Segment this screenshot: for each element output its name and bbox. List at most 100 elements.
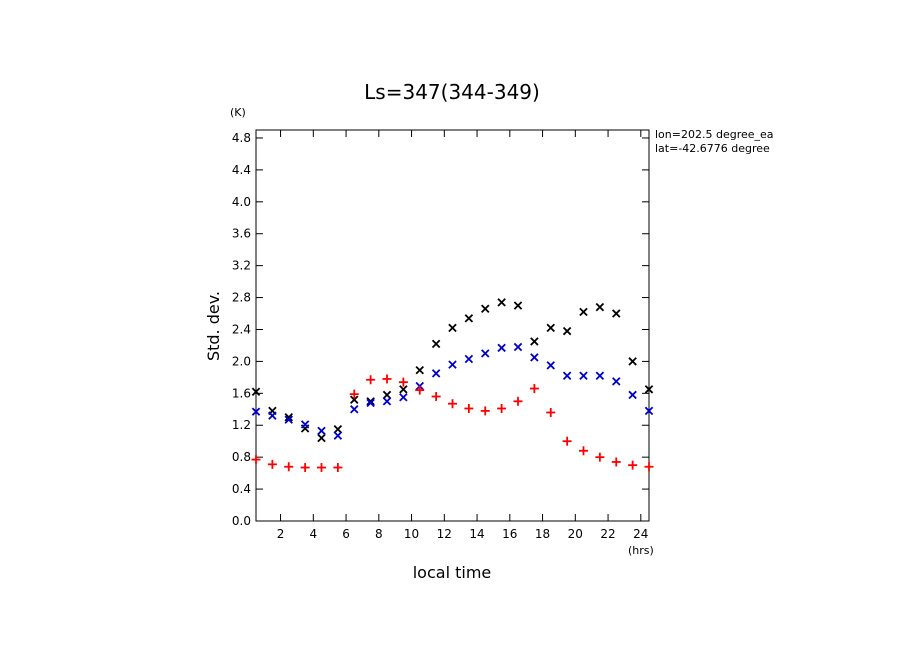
data-point-series-1: [595, 371, 605, 381]
data-point-series-1: [497, 343, 506, 353]
data-point-series-0: [628, 357, 637, 366]
data-point-series-0: [350, 395, 359, 404]
data-point-series-2: [382, 374, 392, 384]
data-point-series-2: [251, 455, 261, 465]
data-point-series-0: [546, 323, 555, 333]
data-point-series-0: [251, 387, 261, 396]
x-tick-label: 20: [568, 527, 583, 541]
data-point-series-2: [317, 463, 326, 473]
data-point-series-2: [333, 463, 343, 473]
data-point-series-2: [415, 385, 425, 395]
annotation-lat: lat=-42.6776 degree: [655, 142, 770, 155]
y-unit-label: (K): [230, 106, 246, 119]
x-tick-label: 4: [309, 527, 317, 541]
data-point-series-0: [431, 339, 441, 349]
data-point-series-2: [562, 436, 572, 446]
data-point-series-1: [644, 406, 654, 416]
data-point-series-2: [366, 375, 376, 385]
y-tick-label: 1.2: [232, 418, 251, 432]
data-point-series-1: [481, 349, 490, 358]
data-point-series-0: [595, 302, 605, 312]
data-point-series-2: [267, 459, 277, 469]
data-point-series-2: [349, 389, 359, 399]
data-point-series-1: [333, 431, 343, 440]
data-point-series-2: [644, 462, 654, 472]
data-point-series-0: [481, 304, 490, 313]
y-tick-label: 0.0: [232, 514, 251, 528]
data-point-series-0: [333, 424, 343, 434]
data-point-series-1: [546, 361, 555, 370]
data-point-series-0: [644, 385, 654, 394]
data-point-series-1: [399, 393, 408, 402]
data-point-series-0: [497, 298, 506, 307]
data-point-series-2: [300, 463, 310, 473]
data-point-series-0: [382, 390, 392, 400]
data-point-series-1: [628, 390, 637, 400]
data-point-series-0: [366, 397, 375, 406]
y-tick-label: 1.6: [232, 386, 251, 400]
data-point-series-0: [415, 365, 424, 375]
y-tick-label: 2.8: [232, 291, 251, 305]
data-point-series-1: [579, 371, 588, 381]
data-point-series-0: [562, 326, 572, 336]
y-tick-label: 4.8: [232, 131, 251, 145]
y-tick-label: 4.0: [232, 195, 251, 209]
data-point-series-1: [366, 398, 375, 408]
x-tick-label: 24: [633, 527, 648, 541]
data-point-series-1: [382, 397, 392, 406]
data-point-series-2: [464, 403, 474, 413]
x-tick-label: 6: [342, 527, 350, 541]
data-point-series-0: [579, 307, 588, 317]
x-tick-label: 16: [502, 527, 517, 541]
y-tick-label: 2.4: [232, 322, 251, 336]
data-point-series-2: [448, 399, 457, 409]
y-axis-label: Std. dev.: [204, 291, 223, 361]
chart-title: Ls=347(344-349): [364, 80, 540, 104]
data-point-series-2: [513, 396, 523, 406]
data-point-series-1: [464, 354, 474, 364]
x-tick-label: 2: [277, 527, 285, 541]
x-axis-label: local time: [413, 563, 492, 582]
y-tick-label: 4.4: [232, 163, 251, 177]
y-tick-label: 3.6: [232, 227, 251, 241]
data-point-series-1: [612, 377, 621, 386]
data-point-series-1: [562, 371, 572, 381]
axis-ticks: 0.0 0.4 0.8 1.2 1.6 2.0 2.4 2.8 3.2 3.6 4.0 4.4 4.8 2…: [232, 130, 649, 541]
data-point-series-0: [530, 337, 539, 346]
data-point-series-2: [595, 452, 605, 462]
data-point-series-1: [317, 426, 326, 436]
data-point-series-2: [284, 462, 294, 472]
x-tick-label: 18: [535, 527, 550, 541]
data-point-series-0: [513, 301, 523, 310]
annotation-lon: lon=202.5 degree_ea: [655, 128, 774, 141]
data-point-series-1: [251, 407, 261, 416]
data-point-series-0: [612, 309, 621, 318]
y-tick-label: 0.4: [232, 482, 251, 496]
data-point-series-0: [464, 314, 474, 323]
x-tick-label: 8: [375, 527, 383, 541]
plot-frame: [255, 129, 650, 522]
x-tick-label: 10: [404, 527, 419, 541]
data-point-series-2: [497, 403, 507, 413]
y-tick-label: 0.8: [232, 450, 251, 464]
data-point-series-1: [530, 353, 539, 362]
x-unit-label: (hrs): [628, 544, 654, 557]
y-tick-label: 3.2: [232, 259, 251, 273]
data-point-series-2: [480, 406, 490, 416]
data-point-series-1: [268, 411, 277, 420]
data-point-series-1: [513, 342, 523, 352]
data-point-series-2: [611, 457, 621, 467]
data-point-series-0: [317, 433, 326, 443]
data-point-series-2: [546, 407, 556, 417]
data-point-series-1: [284, 415, 293, 424]
data-point-series-1: [300, 420, 310, 429]
data-markers: [251, 298, 654, 473]
data-point-series-0: [284, 413, 293, 422]
x-tick-label: 14: [469, 527, 484, 541]
data-point-series-2: [431, 392, 441, 402]
data-point-series-1: [350, 405, 359, 414]
x-tick-label: 12: [437, 527, 452, 541]
data-point-series-1: [431, 369, 441, 378]
data-point-series-0: [448, 323, 457, 333]
